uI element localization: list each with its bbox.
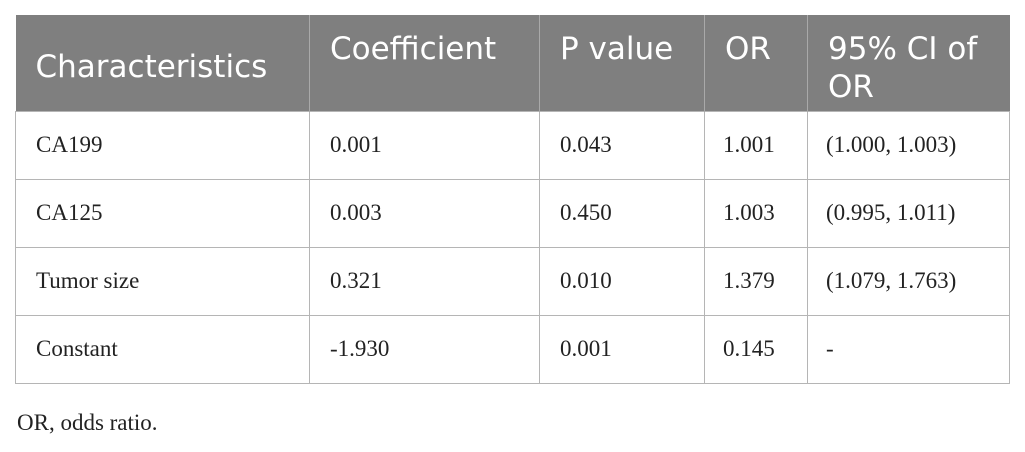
table-row: CA199 0.001 0.043 1.001 (1.000, 1.003) — [15, 110, 1010, 180]
cell-ci: - — [807, 314, 1010, 384]
table-row: Tumor size 0.321 0.010 1.379 (1.079, 1.7… — [15, 246, 1010, 316]
cell-or: 1.379 — [704, 246, 808, 316]
cell-coefficient: -1.930 — [309, 314, 540, 384]
header-characteristics: Characteristics — [15, 15, 310, 111]
cell-coefficient: 0.003 — [309, 178, 540, 248]
table-header-row: Characteristics Coefficient P value OR 9… — [15, 15, 1010, 111]
cell-or: 1.001 — [704, 110, 808, 180]
table-footnote: OR, odds ratio. — [17, 410, 158, 435]
header-or: OR — [704, 15, 808, 111]
cell-coefficient: 0.001 — [309, 110, 540, 180]
cell-ci: (0.995, 1.011) — [807, 178, 1010, 248]
regression-table: Characteristics Coefficient P value OR 9… — [15, 15, 1010, 384]
cell-ci: (1.079, 1.763) — [807, 246, 1010, 316]
cell-p-value: 0.001 — [539, 314, 705, 384]
cell-or: 0.145 — [704, 314, 808, 384]
cell-characteristic: CA125 — [15, 178, 310, 248]
cell-p-value: 0.010 — [539, 246, 705, 316]
cell-characteristic: Tumor size — [15, 246, 310, 316]
header-p-value: P value — [539, 15, 705, 111]
table-row: CA125 0.003 0.450 1.003 (0.995, 1.011) — [15, 178, 1010, 248]
regression-table-container: Characteristics Coefficient P value OR 9… — [15, 15, 1010, 384]
cell-characteristic: CA199 — [15, 110, 310, 180]
cell-p-value: 0.450 — [539, 178, 705, 248]
cell-ci: (1.000, 1.003) — [807, 110, 1010, 180]
header-ci: 95% CI of OR — [807, 15, 1010, 111]
cell-coefficient: 0.321 — [309, 246, 540, 316]
table-row: Constant -1.930 0.001 0.145 - — [15, 314, 1010, 384]
cell-characteristic: Constant — [15, 314, 310, 384]
cell-p-value: 0.043 — [539, 110, 705, 180]
header-coefficient: Coefficient — [309, 15, 540, 111]
cell-or: 1.003 — [704, 178, 808, 248]
